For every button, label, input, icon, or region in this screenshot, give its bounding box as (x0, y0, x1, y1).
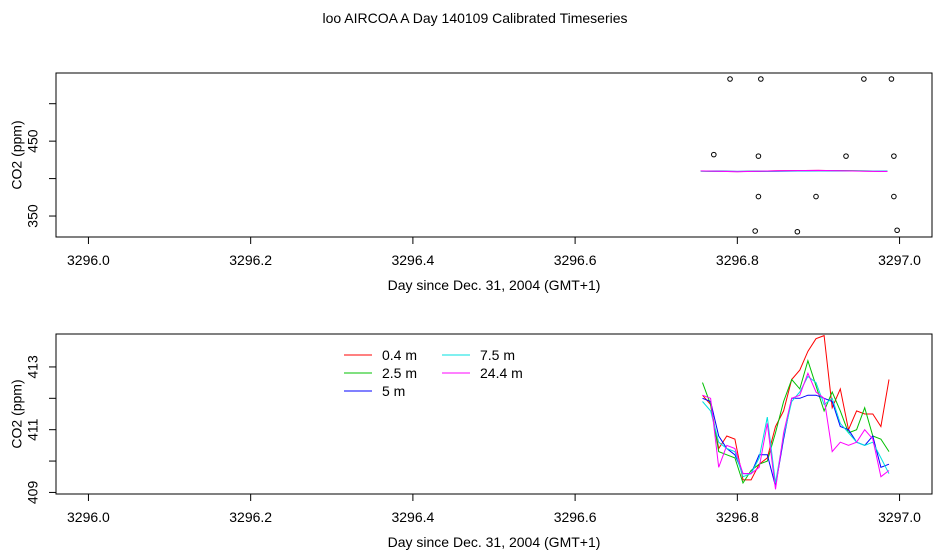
panel1-data-point (758, 76, 764, 82)
panel2-legend-label: 5 m (382, 383, 405, 399)
panel1-x-tick-label: 3296.0 (67, 252, 110, 268)
panel2-y-tick-label: 413 (25, 355, 41, 379)
panel2-legend: 0.4 m 2.5 m 5 m 7.5 m 24.4 m (344, 347, 523, 399)
panel2-legend-label: 24.4 m (480, 365, 523, 381)
panel2-y-tick-label: 409 (25, 481, 41, 505)
panel1-data-point (755, 153, 762, 159)
panel1-x-tick-label: 3297.0 (878, 252, 921, 268)
panel2-y-axis-label: CO2 (ppm) (9, 379, 25, 448)
panel2-plot-frame (55, 333, 933, 495)
panel2-x-tick-label: 3296.8 (716, 509, 759, 525)
panel2-legend-label: 7.5 m (480, 347, 515, 363)
panel1-data-point (843, 153, 849, 159)
panel1-x-axis-label: Day since Dec. 31, 2004 (GMT+1) (388, 277, 601, 293)
panel2-series-line-5 (702, 371, 890, 490)
panel2-series-line-1 (702, 334, 890, 481)
panel2-y-tick-label: 411 (25, 418, 41, 441)
panel2-series-line-2 (702, 358, 890, 485)
panel1-y-tick-label: 350 (25, 204, 41, 228)
panel2-x-tick-label: 3296.0 (67, 509, 110, 525)
panel2-x-axis-label: Day since Dec. 31, 2004 (GMT+1) (388, 534, 601, 550)
chart-panel-1: 3296.0 3296.2 3296.4 3296.6 3296.8 3297.0 350 4… (9, 72, 933, 293)
panel1-data-point (752, 228, 758, 234)
panel1-data-point (891, 153, 897, 159)
panel2-x-tick-label: 3296.6 (554, 509, 597, 525)
panel1-data-point (727, 76, 733, 82)
chart-panel-2: 3296.0 3296.2 3296.4 3296.6 3296.8 3297.0 409 4… (9, 333, 933, 550)
panel1-y-tick-label: 450 (25, 129, 41, 153)
panel1-x-tick-label: 3296.4 (391, 252, 434, 268)
panel2-x-tick-label: 3297.0 (878, 509, 921, 525)
panel1-data-point (711, 151, 717, 158)
panel2-series-line-3 (702, 394, 890, 487)
panel1-series-line-5 (700, 169, 888, 173)
panel1-x-tick-label: 3296.8 (716, 252, 759, 268)
panel2-x-tick-label: 3296.4 (391, 509, 434, 525)
panel2-x-tick-label: 3296.2 (229, 509, 272, 525)
panel1-x-tick-label: 3296.6 (554, 252, 597, 268)
panel2-legend-label: 0.4 m (382, 347, 417, 363)
panel1-data-point (891, 193, 897, 200)
panel1-data-point (861, 76, 867, 82)
panel1-y-axis-label: CO2 (ppm) (9, 120, 25, 189)
panel1-data-point (813, 193, 819, 200)
panel1-data-point (794, 228, 801, 235)
panel2-series-line-4 (702, 375, 890, 484)
panel1-data-point (888, 76, 895, 82)
panel2-legend-label: 2.5 m (382, 365, 417, 381)
panel1-data-point (755, 193, 762, 200)
panel1-x-tick-label: 3296.2 (229, 252, 272, 268)
page-title: loo AIRCOA A Day 140109 Calibrated Times… (322, 10, 628, 26)
panel1-plot-frame (55, 72, 933, 238)
panel1-data-point (894, 227, 900, 234)
